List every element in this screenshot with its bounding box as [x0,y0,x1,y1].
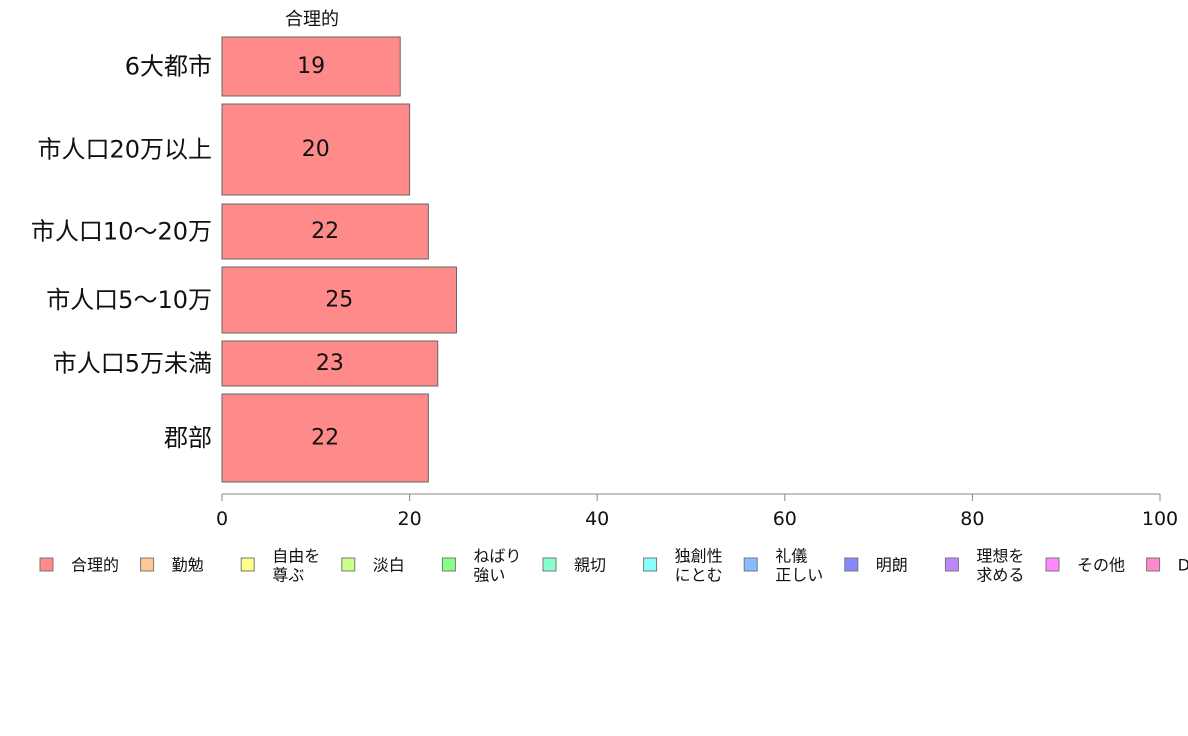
legend-swatch [140,557,155,572]
data-label: 22 [311,219,339,244]
category-label: 6大都市 [125,53,212,81]
legend-label: 明朗 [876,556,908,575]
legend-label: ねばり [473,547,521,566]
category-label: 市人口10〜20万 [31,218,212,246]
data-label: 25 [325,288,353,313]
x-tick-label: 40 [585,508,609,530]
legend-label: 理想を [976,547,1024,566]
legend-swatch [944,557,959,572]
legend-label: 淡白 [373,556,405,575]
data-label: 22 [311,426,339,451]
legend-label: 親切 [574,556,606,575]
legend-label: 正しい [775,566,823,585]
x-tick-label: 80 [960,508,984,530]
legend-swatch [240,557,255,572]
bars-group: 6大都市 19 市人口20万以上 20 市人口10〜20万 22 市人口5〜10万 25 市人口… [31,36,457,483]
category-label: 市人口5〜10万 [46,286,212,314]
x-tick-label: 100 [1142,508,1178,530]
legend-swatch [341,557,356,572]
legend-swatch [441,557,456,572]
bar-segment [221,393,429,483]
legend-label: その他 [1077,556,1125,575]
legend-label: 強い [473,566,505,585]
legend-label: 自由を [272,547,320,566]
x-tick-label: 20 [398,508,422,530]
category-label: 郡部 [164,424,212,452]
legend-swatch [542,557,557,572]
legend-label: 独創性 [675,547,723,566]
x-tick-label: 60 [773,508,797,530]
legend-swatch [844,557,859,572]
data-label: 23 [316,351,344,376]
x-tick-label: 0 [216,508,228,530]
legend-label: にとむ [675,566,723,585]
category-label: 市人口20万以上 [37,136,212,164]
legend-swatch [643,557,658,572]
category-label: 市人口5万未満 [53,350,212,378]
legend-swatch [39,557,54,572]
data-label: 20 [302,137,330,162]
data-label: 19 [297,54,325,79]
bar-segment [221,36,401,97]
legend-label: D [1178,556,1188,575]
legend-swatch [1045,557,1060,572]
legend-label: 尊ぶ [272,566,304,585]
bar-segment [221,203,429,260]
series-header-label: 合理的 [285,9,339,30]
legend-swatch [743,557,758,572]
legend-label: 合理的 [71,556,119,575]
legend-swatch [1146,557,1161,572]
bar-segment [221,340,439,387]
x-axis: 0 20 40 60 80 100 [216,493,1178,530]
legend-label: 求める [976,566,1024,585]
bar-segment [221,266,457,334]
legend-label: 礼儀 [775,547,807,566]
legend-label: 勤勉 [172,556,204,575]
bar-segment [221,103,411,196]
